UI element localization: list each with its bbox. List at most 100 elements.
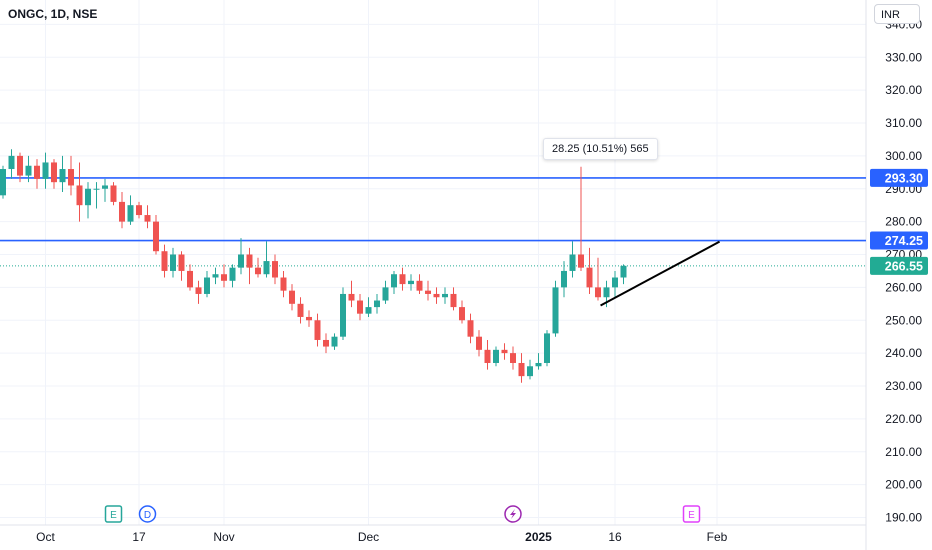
candle-body	[8, 155, 15, 170]
earnings-icon-letter: E	[688, 510, 695, 521]
candle-body	[229, 267, 236, 281]
symbol-title: ONGC, 1D, NSE	[8, 7, 98, 21]
candle-body	[433, 293, 440, 298]
candle-body	[578, 254, 584, 268]
time-tick-label: 17	[132, 530, 146, 544]
candle-body	[136, 205, 142, 216]
earnings-icon	[682, 505, 701, 523]
candle-body	[476, 336, 482, 350]
candle-body	[348, 293, 355, 301]
price-axis[interactable]: 190.00 200.00 210.00 220.00 230.00 240.00 250.…	[870, 17, 928, 525]
current-price-label: 266.55	[885, 259, 923, 273]
price-tick-label: 230.00	[885, 379, 922, 393]
candle-body	[425, 290, 431, 294]
flash-bolt-icon	[510, 509, 516, 519]
candle-body	[255, 267, 261, 275]
candle-body	[289, 290, 295, 304]
candle-body	[0, 169, 6, 196]
candle-body	[246, 254, 253, 268]
candle-body	[459, 307, 465, 321]
candle-body	[569, 254, 576, 271]
price-tick-label: 330.00	[885, 50, 922, 64]
level-label-bg	[870, 168, 928, 187]
candle-body	[314, 320, 321, 340]
candle-body	[552, 287, 559, 334]
time-tick-label: Oct	[36, 530, 55, 544]
candle-body	[501, 349, 508, 354]
level-label: 274.25	[885, 234, 923, 248]
time-tick-label: 16	[608, 530, 622, 544]
dividend-icon	[138, 505, 157, 523]
price-tick-label: 300.00	[885, 149, 922, 163]
candle-body	[620, 265, 627, 278]
candle-body	[59, 169, 66, 183]
candle-body	[144, 215, 151, 222]
candle-body	[391, 274, 397, 288]
candle-body	[93, 188, 100, 190]
candle-body	[450, 293, 457, 308]
candle-body	[34, 165, 40, 179]
candle-body	[212, 274, 219, 278]
price-tick-label: 220.00	[885, 412, 922, 426]
price-tick-label: 200.00	[885, 478, 922, 492]
candle-body	[382, 287, 389, 301]
price-tick-label: 260.00	[885, 280, 922, 294]
candle-body	[178, 254, 185, 271]
candle-body	[510, 353, 516, 363]
candle-body	[340, 293, 346, 337]
candle-body	[119, 201, 125, 222]
level-label-bg	[870, 231, 928, 250]
time-tick-label: Nov	[213, 530, 234, 544]
candle-body	[76, 185, 83, 206]
candle-body	[467, 320, 474, 337]
candle-body	[306, 316, 312, 321]
candle-body	[603, 287, 610, 298]
candle-body	[442, 293, 448, 298]
price-tick-label: 320.00	[885, 83, 922, 97]
candle-body	[221, 274, 227, 281]
candle-body	[595, 287, 601, 298]
candle-body	[42, 162, 49, 179]
candle-body	[161, 251, 168, 271]
price-tick-label: 210.00	[885, 445, 922, 459]
currency-selector[interactable]: INR	[874, 4, 920, 24]
price-tick-label: 250.00	[885, 313, 922, 327]
measure-tooltip: 28.25 (10.51%) 565	[543, 138, 658, 160]
candle-body	[493, 349, 499, 363]
candle-body	[357, 300, 363, 314]
candle-body	[263, 261, 270, 275]
candle-body	[365, 307, 372, 314]
candle-body	[25, 165, 32, 176]
time-tick-label: Dec	[358, 530, 379, 544]
time-axis[interactable]: Oct 17 Nov Dec 2025 16 Feb	[36, 530, 727, 544]
price-tick-label: 280.00	[885, 215, 922, 229]
candle-body	[323, 339, 329, 347]
candle-body	[110, 185, 117, 202]
candle-body	[399, 274, 406, 285]
candle-body	[68, 169, 74, 186]
candle-body	[612, 277, 618, 288]
chart-grid	[0, 0, 867, 550]
candle-body	[586, 267, 593, 288]
candle-body	[187, 270, 193, 288]
candle-body	[51, 162, 57, 183]
candle-body	[272, 261, 278, 278]
candle-body	[374, 300, 380, 308]
horizontal-levels	[0, 177, 866, 267]
candle-body	[280, 277, 287, 291]
candle-body	[544, 333, 550, 363]
price-tick-label: 190.00	[885, 511, 922, 525]
drawings	[600, 240, 721, 307]
candle-body	[561, 270, 567, 288]
price-tick-label: 240.00	[885, 346, 922, 360]
time-tick-label: Feb	[707, 530, 728, 544]
candle-body	[238, 254, 244, 268]
candle-body	[535, 362, 542, 367]
candle-body	[195, 287, 202, 294]
current-price-label-bg	[870, 256, 928, 275]
dividend-icon-letter: D	[144, 510, 151, 521]
candle-body	[518, 362, 525, 377]
candle-body	[527, 366, 533, 377]
